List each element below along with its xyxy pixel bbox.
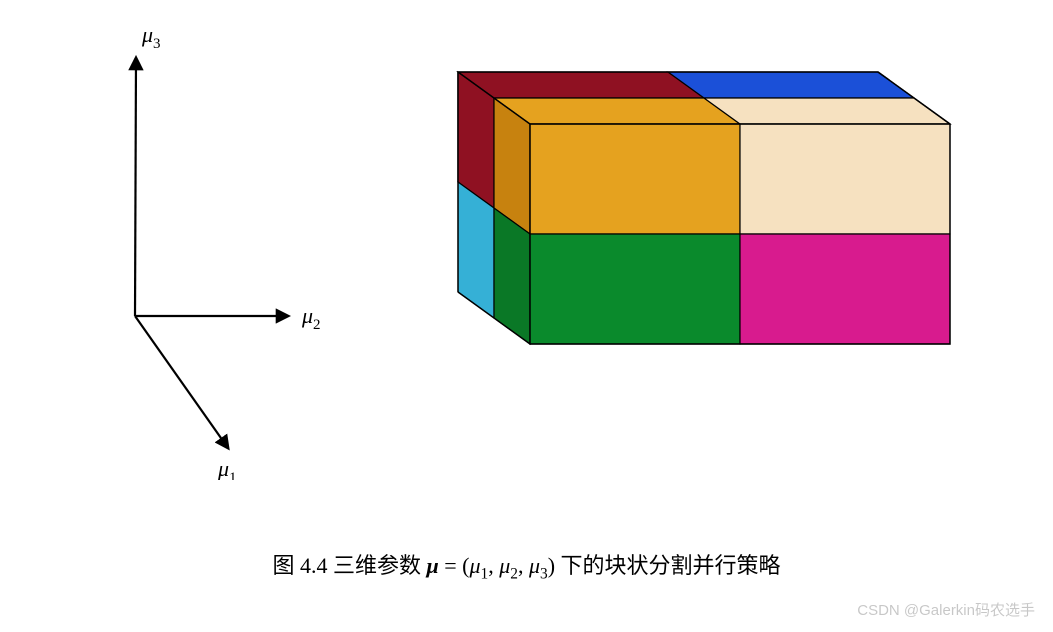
axis-mu1 — [135, 316, 228, 448]
figure-area: μ3 μ2 μ1 — [0, 0, 1053, 520]
caption-close: ) 下的块状分割并行策略 — [548, 553, 781, 578]
caption-c1: , — [488, 553, 499, 578]
cube-front-top-right — [740, 124, 950, 234]
cube-top-back-left — [458, 72, 704, 98]
caption-m3: μ3 — [529, 553, 548, 578]
axis-label-mu3: μ3 — [141, 22, 161, 52]
watermark: CSDN @Galerkin码农选手 — [857, 599, 1035, 620]
caption-eq: = ( — [439, 553, 470, 578]
cuboid-diagram — [360, 50, 980, 450]
axis-mu3 — [135, 58, 136, 316]
cube-top-front-right — [704, 98, 950, 124]
cube-top-front-left — [494, 98, 740, 124]
caption-mu-bold: μ — [426, 553, 438, 578]
caption-m2: μ2 — [499, 553, 518, 578]
cube-front-bottom-left — [530, 234, 740, 344]
cube-front-bottom-right — [740, 234, 950, 344]
caption-m1: μ1 — [469, 553, 488, 578]
axes-diagram: μ3 μ2 μ1 — [70, 20, 350, 480]
axis-label-mu2: μ2 — [301, 303, 321, 333]
caption-prefix: 图 4.4 三维参数 — [272, 553, 426, 578]
axis-label-mu1: μ1 — [217, 456, 237, 480]
cube-front-top-left — [530, 124, 740, 234]
caption-c2: , — [518, 553, 529, 578]
cube-top-back-right — [668, 72, 914, 98]
figure-caption: 图 4.4 三维参数 μ = (μ1, μ2, μ3) 下的块状分割并行策略 — [0, 548, 1053, 583]
